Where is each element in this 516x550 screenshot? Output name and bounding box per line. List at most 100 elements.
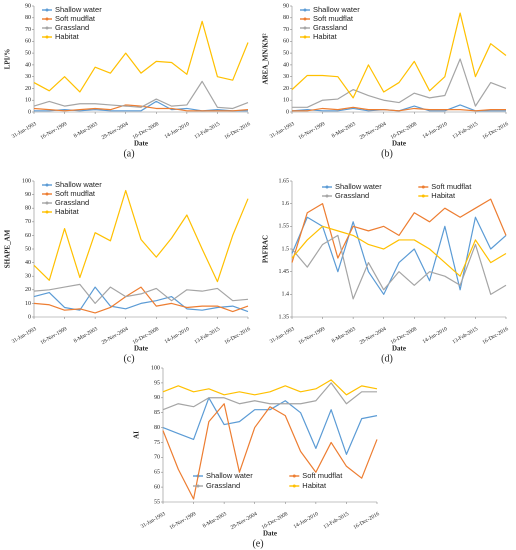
- caption: (a): [123, 148, 134, 159]
- x-tick-label: 16-Nov-1999: [298, 121, 327, 141]
- x-tick-label: 8-Mar-2003: [73, 121, 99, 140]
- y-tick-label: 20: [25, 86, 31, 92]
- legend-label: Soft mudflat: [302, 471, 343, 480]
- y-tick-label: 10: [25, 98, 31, 104]
- series-line: [33, 189, 249, 283]
- x-tick-label: 10-Dec-2008: [132, 121, 160, 141]
- x-tick-label: 29-Nov-2004: [359, 121, 388, 141]
- x-tick-label: 29-Nov-2004: [101, 121, 130, 141]
- series-line: [291, 234, 507, 300]
- caption: (e): [252, 538, 263, 549]
- x-tick-label: 16-Nov-1999: [298, 326, 327, 346]
- legend-dot: [45, 35, 49, 39]
- legend-dot: [325, 185, 329, 189]
- legend-dot: [325, 194, 329, 198]
- y-tick-label: 30: [283, 74, 289, 80]
- series-line: [33, 80, 249, 110]
- y-tick-label: 1.4: [282, 292, 290, 298]
- series-line: [162, 382, 377, 411]
- y-tick-label: 70: [25, 27, 31, 33]
- x-tick-label: 29-Nov-2004: [359, 326, 388, 346]
- x-tick-label: 10-Dec-2008: [390, 326, 418, 346]
- y-tick-label: 60: [25, 233, 31, 239]
- y-tick-label: 90: [154, 395, 160, 401]
- series-line: [33, 20, 249, 93]
- legend-label: Grassland: [335, 191, 369, 200]
- x-tick-label: 31-Jan-1993: [11, 121, 38, 140]
- y-tick-label: 60: [283, 39, 289, 45]
- legend-dot: [421, 185, 425, 189]
- series-line: [162, 403, 378, 500]
- y-tick-label: 40: [25, 62, 31, 68]
- y-tick-label: 70: [283, 27, 289, 33]
- y-tick-label: 0: [28, 314, 31, 320]
- y-tick-label: 40: [25, 260, 31, 266]
- x-tick-label: 13-Feb-2015: [451, 326, 479, 346]
- legend-label: Shallow water: [55, 5, 102, 14]
- y-tick-label: 85: [154, 410, 160, 416]
- y-tick-label: 50: [25, 246, 31, 252]
- legend-dot: [303, 35, 307, 39]
- x-tick-label: 31-Jan-1993: [140, 511, 167, 530]
- y-axis-label: SHAPE_AM: [4, 229, 12, 268]
- legend-dot: [45, 26, 49, 30]
- y-tick-label: 90: [25, 192, 31, 198]
- legend-dot: [303, 26, 307, 30]
- legend-dot: [45, 8, 49, 12]
- x-tick-label: 13-Feb-2015: [451, 121, 479, 141]
- y-tick-label: 90: [25, 3, 31, 9]
- y-tick-label: 95: [154, 380, 160, 386]
- y-tick-label: 10: [25, 301, 31, 307]
- legend-label: Shallow water: [55, 180, 102, 189]
- x-tick-label: 16-Dec-2016: [223, 121, 251, 141]
- series-line: [33, 283, 249, 304]
- x-tick-label: 16-Dec-2016: [481, 121, 509, 141]
- caption: (c): [123, 353, 134, 364]
- x-tick-label: 16-Nov-1999: [40, 326, 69, 346]
- y-tick-label: 1.65: [279, 178, 290, 184]
- y-tick-label: 100: [151, 365, 160, 371]
- x-tick-label: 13-Feb-2015: [322, 511, 350, 531]
- y-tick-label: 70: [154, 455, 160, 461]
- legend-label: Habitat: [55, 32, 80, 41]
- legend-label: Soft mudflat: [431, 182, 472, 191]
- legend-label: Habitat: [313, 32, 338, 41]
- x-tick-label: 29-Nov-2004: [230, 511, 259, 531]
- x-tick-label: 14-Jan-2010: [422, 326, 449, 345]
- y-axis-label: LPI/%: [4, 49, 12, 70]
- x-tick-label: 8-Mar-2003: [73, 326, 99, 345]
- series-line: [292, 106, 506, 112]
- legend-label: Habitat: [55, 207, 80, 216]
- y-tick-label: 20: [25, 287, 31, 293]
- caption: (d): [381, 353, 393, 364]
- legend-label: Grassland: [206, 481, 240, 490]
- y-tick-label: 30: [25, 274, 31, 280]
- y-tick-label: 1.6: [282, 201, 290, 207]
- y-axis-label: PAFRAC: [262, 235, 270, 263]
- y-tick-label: 1.35: [279, 314, 290, 320]
- y-tick-label: 30: [25, 74, 31, 80]
- x-tick-label: 13-Feb-2015: [193, 121, 221, 141]
- y-tick-label: 80: [154, 425, 160, 431]
- y-tick-label: 80: [25, 15, 31, 21]
- x-tick-label: 14-Jan-2010: [422, 121, 449, 140]
- series-line: [162, 397, 378, 455]
- series-line: [292, 58, 507, 108]
- y-tick-label: 60: [154, 484, 160, 490]
- legend-label: Soft mudflat: [313, 14, 354, 23]
- series-line: [291, 225, 507, 277]
- x-axis-label: Date: [134, 345, 148, 353]
- y-tick-label: 0: [28, 109, 31, 115]
- x-tick-label: 13-Feb-2015: [193, 326, 221, 346]
- y-tick-label: 50: [283, 50, 289, 56]
- y-tick-label: 20: [283, 86, 289, 92]
- legend-label: Grassland: [55, 198, 89, 207]
- legend-label: Soft mudflat: [55, 14, 96, 23]
- series-line: [33, 286, 249, 314]
- x-tick-label: 10-Dec-2008: [390, 121, 418, 141]
- y-tick-label: 90: [283, 3, 289, 9]
- y-tick-label: 50: [25, 50, 31, 56]
- legend-label: Soft mudflat: [55, 189, 96, 198]
- series-line: [291, 104, 506, 112]
- y-tick-label: 1.55: [279, 224, 290, 230]
